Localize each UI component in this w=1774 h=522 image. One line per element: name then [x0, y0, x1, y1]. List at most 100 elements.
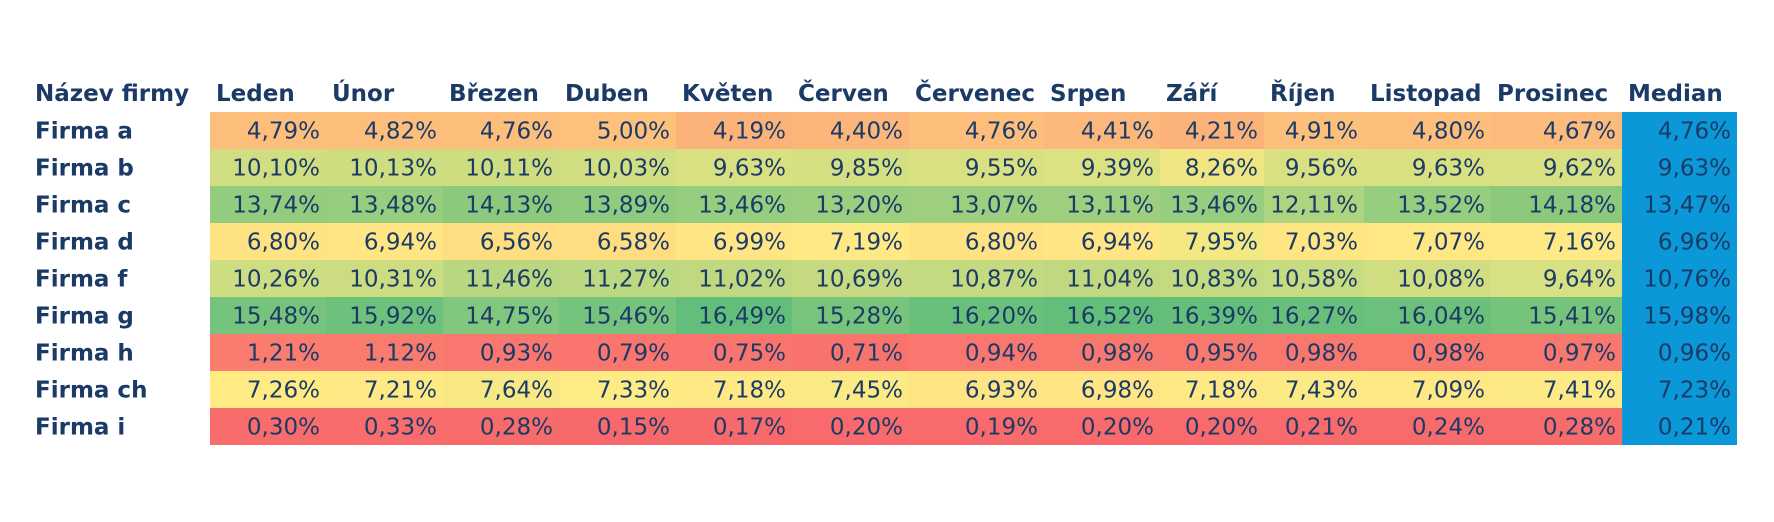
- heat-cell: [559, 260, 676, 297]
- heat-cell: [792, 149, 909, 186]
- heat-cell: [792, 334, 909, 371]
- heat-cell: [792, 408, 909, 445]
- heat-cell: [1364, 334, 1491, 371]
- heat-cell: [1264, 371, 1364, 408]
- heat-cell: [1364, 149, 1491, 186]
- row-header-label: Název firmy: [35, 81, 189, 107]
- cell-value-label: 4,80%: [1412, 119, 1485, 145]
- heat-cell: [676, 371, 792, 408]
- cell-value-label: 0,75%: [713, 341, 786, 367]
- cell-value-label: 0,33%: [364, 415, 437, 441]
- heat-cell: [792, 223, 909, 260]
- heat-cell: [1364, 112, 1491, 149]
- cell-value-label: 4,76%: [480, 119, 553, 145]
- cell-value-label: 12,11%: [1270, 193, 1358, 219]
- heat-cell: [909, 371, 1044, 408]
- heat-cell: [1264, 223, 1364, 260]
- heat-cell: [326, 260, 443, 297]
- heat-cell: [676, 297, 792, 334]
- heat-cell: [1491, 112, 1622, 149]
- cell-value-label: 0,20%: [830, 415, 903, 441]
- column-header-unor: Únor: [332, 79, 395, 107]
- heat-cell: [909, 223, 1044, 260]
- cell-value-label: 13,52%: [1397, 193, 1485, 219]
- row-label-firma-f: Firma f: [35, 267, 128, 293]
- cell-value-label: 6,58%: [597, 230, 670, 256]
- cell-value-label: 6,56%: [480, 230, 553, 256]
- heat-cell: [1491, 371, 1622, 408]
- heat-cell: [443, 297, 559, 334]
- heat-cell: [909, 186, 1044, 223]
- cell-value-label: 7,41%: [1543, 378, 1616, 404]
- heat-cell: [210, 223, 326, 260]
- heat-cell: [443, 186, 559, 223]
- cell-value-label: 0,28%: [1543, 415, 1616, 441]
- cell-value-label: 11,04%: [1066, 267, 1154, 293]
- cell-value-label: 11,02%: [698, 267, 786, 293]
- heat-cell: [559, 297, 676, 334]
- cell-value-label: 7,21%: [364, 378, 437, 404]
- median-cell: [1622, 334, 1737, 371]
- column-header-rijen: Říjen: [1270, 79, 1335, 107]
- median-cell: [1622, 223, 1737, 260]
- heat-cell: [443, 408, 559, 445]
- median-value-label: 13,47%: [1643, 193, 1731, 219]
- heat-cell: [909, 112, 1044, 149]
- cell-value-label: 0,20%: [1081, 415, 1154, 441]
- heat-cell: [1044, 297, 1160, 334]
- cell-value-label: 9,55%: [965, 156, 1038, 182]
- cell-value-label: 14,18%: [1528, 193, 1616, 219]
- cell-value-label: 4,67%: [1543, 119, 1616, 145]
- heat-cell: [443, 371, 559, 408]
- median-cell: [1622, 371, 1737, 408]
- cell-value-label: 16,04%: [1397, 304, 1485, 330]
- row-label-firma-h: Firma h: [35, 341, 134, 367]
- heat-cell: [559, 371, 676, 408]
- heat-cell: [1160, 186, 1264, 223]
- heat-cell: [792, 297, 909, 334]
- column-header-srpen: Srpen: [1050, 81, 1126, 107]
- row-label-firma-i: Firma i: [35, 415, 125, 441]
- cell-value-label: 13,48%: [349, 193, 437, 219]
- cell-value-label: 0,93%: [480, 341, 553, 367]
- heat-cell: [326, 149, 443, 186]
- heat-cell: [1044, 112, 1160, 149]
- cell-value-label: 0,30%: [247, 415, 320, 441]
- cell-value-label: 9,85%: [830, 156, 903, 182]
- cell-value-label: 0,71%: [830, 341, 903, 367]
- column-header-cerven: Červen: [798, 79, 889, 107]
- cell-value-label: 7,18%: [1185, 378, 1258, 404]
- median-cell: [1622, 186, 1737, 223]
- heat-cell: [1264, 297, 1364, 334]
- column-header-median: Median: [1628, 81, 1723, 107]
- heat-cell: [1044, 371, 1160, 408]
- heat-cell: [1364, 297, 1491, 334]
- median-value-label: 0,21%: [1658, 415, 1731, 441]
- column-header-listopad: Listopad: [1370, 81, 1481, 107]
- cell-value-label: 10,10%: [232, 156, 320, 182]
- heat-cell: [1160, 408, 1264, 445]
- cell-value-label: 5,00%: [597, 119, 670, 145]
- cell-value-label: 4,40%: [830, 119, 903, 145]
- cell-value-label: 9,64%: [1543, 267, 1616, 293]
- row-label-firma-g: Firma g: [35, 304, 134, 330]
- heat-cell: [443, 149, 559, 186]
- heat-cell: [443, 260, 559, 297]
- column-header-brezen: Březen: [449, 81, 539, 107]
- heat-cell: [909, 260, 1044, 297]
- heat-cell: [1264, 334, 1364, 371]
- cell-value-label: 9,63%: [1412, 156, 1485, 182]
- cell-value-label: 0,15%: [597, 415, 670, 441]
- cell-value-label: 14,75%: [465, 304, 553, 330]
- heat-cell: [326, 186, 443, 223]
- column-header-leden: Leden: [216, 81, 295, 107]
- heat-cell: [1044, 223, 1160, 260]
- cell-value-label: 13,89%: [582, 193, 670, 219]
- heat-cell: [1364, 408, 1491, 445]
- row-label-firma-b: Firma b: [35, 156, 134, 182]
- cell-value-label: 8,26%: [1185, 156, 1258, 182]
- heat-cell: [1160, 149, 1264, 186]
- cell-value-label: 13,74%: [232, 193, 320, 219]
- cell-value-label: 0,98%: [1285, 341, 1358, 367]
